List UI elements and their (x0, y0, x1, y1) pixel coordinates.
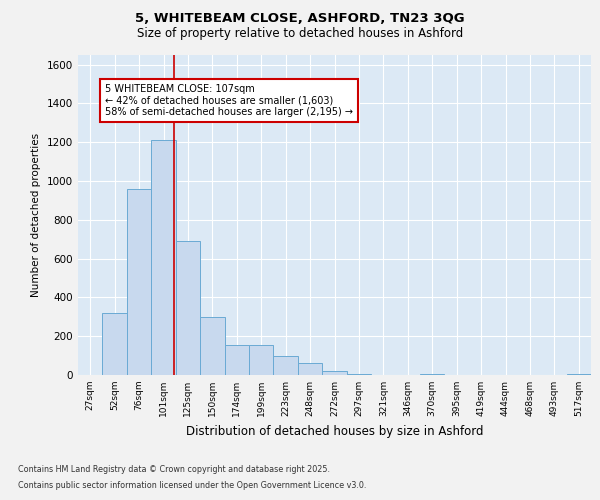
Bar (420, 374, 445, 375)
Text: Contains public sector information licensed under the Open Government Licence v3: Contains public sector information licen… (18, 480, 367, 490)
Bar (151, 140, 176, 375)
Text: 5 WHITEBEAM CLOSE: 107sqm
← 42% of detached houses are smaller (1,603)
58% of se: 5 WHITEBEAM CLOSE: 107sqm ← 42% of detac… (105, 84, 353, 117)
Bar (200, 317, 224, 375)
Y-axis label: Number of detached properties: Number of detached properties (31, 133, 41, 297)
Bar (274, 356, 298, 375)
Text: 5, WHITEBEAM CLOSE, ASHFORD, TN23 3QG: 5, WHITEBEAM CLOSE, ASHFORD, TN23 3QG (135, 12, 465, 26)
Bar (103, 313, 127, 375)
Bar (127, 189, 151, 375)
Bar (298, 364, 322, 375)
Bar (566, 374, 591, 375)
Text: Size of property relative to detached houses in Ashford: Size of property relative to detached ho… (137, 28, 463, 40)
Bar (322, 371, 347, 375)
Text: Contains HM Land Registry data © Crown copyright and database right 2025.: Contains HM Land Registry data © Crown c… (18, 466, 330, 474)
X-axis label: Distribution of detached houses by size in Ashford: Distribution of detached houses by size … (186, 424, 483, 438)
Bar (249, 345, 274, 375)
Bar (347, 374, 371, 375)
Bar (224, 345, 249, 375)
Bar (176, 241, 200, 375)
